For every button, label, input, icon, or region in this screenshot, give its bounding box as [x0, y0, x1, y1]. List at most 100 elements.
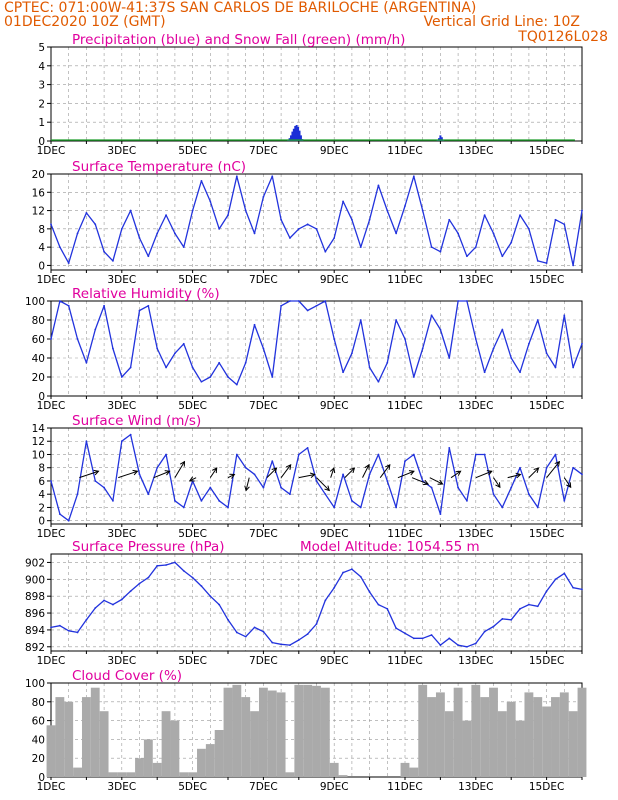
- y-tick-label: 0: [38, 772, 45, 784]
- date-label: 13DEC: [458, 528, 493, 540]
- wind-arrow-shaft: [174, 461, 185, 478]
- date-label: 3DEC: [107, 781, 136, 793]
- pres-line-point: [200, 585, 203, 587]
- wind-line-point: [147, 493, 150, 496]
- wind-line-point: [563, 499, 566, 502]
- rh-line-point: [474, 338, 477, 340]
- wind-line-point: [129, 433, 132, 436]
- cloud-cover-bar: [197, 748, 206, 777]
- panel-temperature: 0 4 8 12 16 20 Surface Temperature (nC) 1DEC 3DE…: [32, 159, 583, 286]
- pres-line-point: [280, 643, 282, 646]
- cloud-cover-bar: [506, 701, 516, 777]
- pres-line-point: [483, 630, 486, 633]
- wind-line-point: [120, 440, 123, 443]
- pres-line-point: [271, 641, 274, 644]
- temp-line-point: [67, 262, 70, 265]
- date-label: 11DEC: [387, 400, 422, 412]
- temp-line-point: [404, 205, 406, 207]
- wind-arrow-shaft: [79, 470, 99, 479]
- y-tick-label: 14: [32, 423, 46, 435]
- pres-line-point: [368, 591, 371, 593]
- pres-line-point: [147, 576, 150, 579]
- cloud-cover-bar: [258, 687, 268, 777]
- y-tick-label: 80: [32, 697, 45, 709]
- wind-line-point: [94, 480, 97, 482]
- pres-line-point: [165, 564, 167, 566]
- rh-line-point: [466, 300, 468, 302]
- panel-frame: [50, 173, 583, 271]
- pres-line-point: [103, 599, 105, 602]
- date-label: 1DEC: [37, 781, 66, 793]
- y-tick-label: 894: [25, 625, 45, 637]
- rh-line-point: [563, 314, 566, 317]
- rh-line-point: [510, 357, 513, 359]
- y-tick-label: 900: [25, 574, 45, 586]
- wind-line-point: [545, 466, 548, 469]
- date-label: 1DEC: [37, 400, 66, 412]
- cloud-cover-bar: [559, 692, 569, 777]
- temp-line-point: [510, 241, 513, 244]
- temp-line-point: [492, 232, 495, 235]
- rh-line-point: [262, 347, 265, 350]
- wind-line-point: [297, 453, 300, 456]
- cloud-cover-bar: [489, 687, 498, 777]
- date-label: 7DEC: [249, 145, 278, 157]
- wind-line-point: [492, 493, 495, 496]
- temp-line-point: [209, 200, 212, 203]
- wind-arrow-shaft: [475, 470, 492, 479]
- temp-line-point: [280, 218, 282, 221]
- wind-arrow-shaft: [429, 477, 443, 485]
- date-label: 9DEC: [320, 528, 349, 540]
- rh-line-point: [342, 371, 344, 374]
- rh-line-point: [359, 319, 362, 321]
- pres-line-point: [182, 569, 185, 572]
- pres-line-point: [448, 637, 451, 640]
- pres-line-point: [536, 605, 539, 608]
- temp-line-point: [563, 223, 566, 226]
- cloud-cover-bar: [444, 711, 454, 777]
- temp-line-point: [112, 259, 114, 262]
- y-tick-label: 2: [38, 98, 45, 110]
- rh-line-point: [235, 383, 238, 386]
- precip-bar: [295, 125, 298, 141]
- header-date: 01DEC2020 10Z (GMT): [4, 14, 166, 30]
- date-label: 13DEC: [458, 655, 493, 667]
- pres-line-point: [510, 618, 513, 621]
- wind-line-point: [404, 460, 406, 463]
- cloud-cover-bar: [205, 744, 215, 777]
- rh-line-point: [404, 338, 406, 340]
- panel-humidity: 0 20 40 60 80 100 Relative Humidity (%) 1DEC 3DE…: [25, 286, 583, 412]
- temp-line-point: [235, 175, 238, 178]
- wind-arrow-head: [385, 464, 391, 470]
- date-label: 5DEC: [178, 274, 207, 286]
- date-label: 13DEC: [458, 145, 493, 157]
- temp-line-point: [218, 227, 221, 230]
- wind-line-point: [112, 499, 114, 502]
- pres-line-point: [528, 603, 530, 606]
- temp-line-point: [359, 246, 362, 249]
- y-tick-label: 4: [38, 242, 45, 254]
- pres-line-point: [412, 637, 415, 640]
- wind-line-point: [519, 466, 521, 469]
- pres-line-point: [191, 576, 194, 579]
- pres-line-point: [306, 633, 309, 636]
- cloud-cover-bar: [542, 706, 552, 777]
- wind-line-point: [368, 473, 371, 476]
- temp-line-point: [545, 262, 548, 265]
- date-label: 3DEC: [107, 145, 136, 157]
- date-label: 1DEC: [37, 655, 66, 667]
- cloud-cover-bar: [524, 692, 534, 777]
- wind-arrow-head: [188, 476, 195, 482]
- wind-line-point: [67, 519, 70, 522]
- date-label: 15DEC: [529, 145, 564, 157]
- date-label: 1DEC: [37, 528, 66, 540]
- rh-line-point: [174, 352, 176, 355]
- temp-line-point: [501, 255, 504, 258]
- pres-line-point: [297, 639, 300, 641]
- date-label: 15DEC: [529, 400, 564, 412]
- wind-line-point: [412, 453, 415, 456]
- wind-line-point: [386, 480, 389, 482]
- panel-frame: [50, 553, 583, 652]
- wind-line-point: [262, 486, 265, 489]
- date-label: 5DEC: [178, 400, 207, 412]
